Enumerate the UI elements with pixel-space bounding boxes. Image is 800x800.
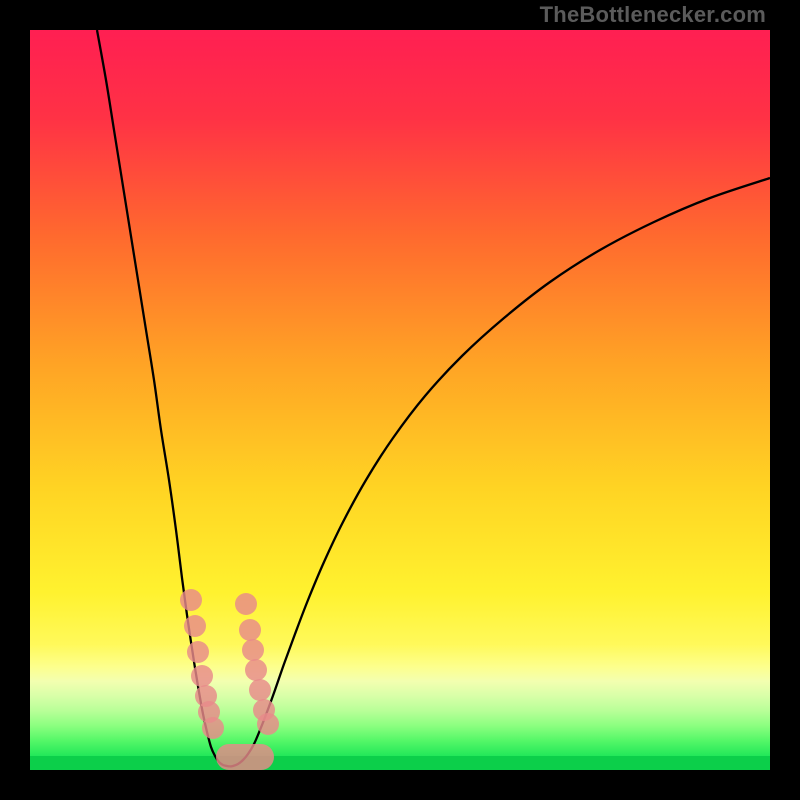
- curve-right-branch: [230, 178, 770, 767]
- frame-bottom: [0, 770, 800, 800]
- data-marker-right-2: [242, 639, 264, 661]
- data-marker-left-1: [184, 615, 206, 637]
- data-marker-left-2: [187, 641, 209, 663]
- bottleneck-curve-svg: [30, 30, 770, 770]
- data-marker-right-3: [245, 659, 267, 681]
- watermark-text: TheBottlenecker.com: [540, 2, 766, 28]
- data-marker-left-3: [191, 665, 213, 687]
- data-marker-right-6: [257, 713, 279, 735]
- data-marker-right-4: [249, 679, 271, 701]
- data-marker-left-6: [202, 717, 224, 739]
- data-marker-left-0: [180, 589, 202, 611]
- data-marker-right-0: [235, 593, 257, 615]
- data-marker-right-1: [239, 619, 261, 641]
- plot-area: [30, 30, 770, 770]
- curve-left-branch: [97, 30, 230, 767]
- data-marker-bottom-blob: [216, 744, 274, 770]
- frame-right: [770, 0, 800, 800]
- frame-left: [0, 0, 30, 800]
